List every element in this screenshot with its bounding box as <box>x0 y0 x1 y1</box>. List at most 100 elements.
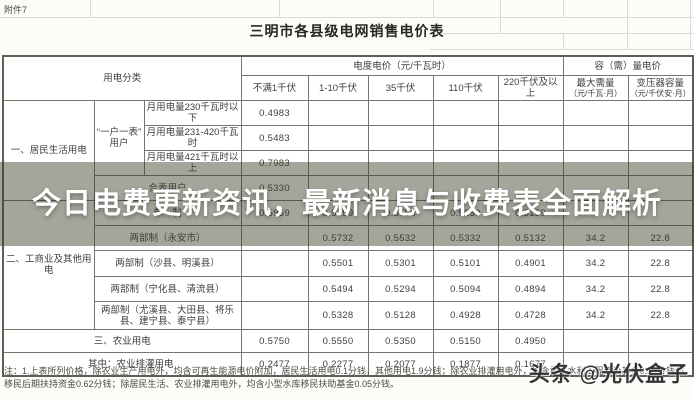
gridline <box>563 33 564 50</box>
price-cell: 0.1877 <box>432 352 499 377</box>
footnote: 注：1.上表所列价格，除农业生产用电外，均含可再生能源电价附加，居民生活用电0.… <box>4 365 690 390</box>
price-cell: 0.2477 <box>240 352 309 377</box>
price-cell <box>562 125 629 151</box>
price-cell <box>367 125 434 151</box>
group-label-line1: “一户一表” <box>96 127 142 138</box>
price-cell: 0.5494 <box>307 276 369 302</box>
price-cell <box>240 301 309 330</box>
footnote-line1: 注：1.上表所列价格，除农业生产用电外，均含可再生能源电价附加，居民生活用电0.… <box>4 366 685 376</box>
price-cell: 22.8 <box>627 250 694 277</box>
gridline <box>430 33 694 34</box>
gridline <box>90 0 91 17</box>
col-header-110kv: 110千伏 <box>432 75 499 101</box>
price-cell: 0.5101 <box>432 250 499 277</box>
price-cell <box>627 125 694 151</box>
price-cell: 0.5150 <box>432 329 499 353</box>
price-cell: 0.5159 <box>497 200 564 226</box>
price-cell: 34.2 <box>562 250 629 277</box>
gridline <box>627 0 628 50</box>
price-cell: 0.5301 <box>367 250 434 277</box>
price-cell: 0.4983 <box>240 100 309 126</box>
price-cell: 0.5559 <box>367 200 434 226</box>
price-cell: 22.8 <box>627 276 694 302</box>
price-cell <box>367 150 434 176</box>
price-cell: 0.5328 <box>307 301 369 330</box>
price-cell <box>432 125 499 151</box>
price-cell: 0.5550 <box>307 329 369 353</box>
gridline <box>0 17 694 18</box>
price-cell: 22.8 <box>627 301 694 330</box>
price-cell: 34.2 <box>562 301 629 330</box>
price-cell: 0.5750 <box>240 329 309 353</box>
watermark-text: 头条 @光伏盒子 <box>528 363 689 386</box>
price-cell <box>562 100 629 126</box>
row-label-two-part-ninghua: 两部制（宁化县、清流县） <box>93 276 242 302</box>
price-cell <box>497 100 564 126</box>
row-label-tier1: 月用电量230千瓦时以下 <box>143 100 242 126</box>
transformer-unit: （元/千伏安·月） <box>629 89 691 98</box>
col-header-transformer-capacity: 变压器容量 （元/千伏安·月） <box>627 75 694 101</box>
price-cell: 0.1677 <box>497 352 564 377</box>
price-cell: 0.5094 <box>432 276 499 302</box>
price-cell <box>562 200 629 226</box>
price-cell <box>627 150 694 176</box>
price-cell: 0.5532 <box>367 225 434 251</box>
max-demand-unit: （元/千瓦·月） <box>569 89 622 98</box>
row-label-agri-irrigation: 其中：农业排灌用电 <box>2 352 242 377</box>
transformer-label: 变压器容量 <box>636 78 685 89</box>
price-cell: 0.5350 <box>367 329 434 353</box>
gridline <box>500 0 501 34</box>
price-cell: 0.4728 <box>497 301 564 330</box>
row-label-two-part-youxi: 两部制（尤溪县、大田县、将乐县、建宁县、泰宁县） <box>93 301 242 330</box>
price-cell: 0.5294 <box>367 276 434 302</box>
price-cell <box>432 150 499 176</box>
price-cell <box>307 125 369 151</box>
col-header-1-10kv: 1-10千伏 <box>307 75 369 101</box>
price-cell: 0.4928 <box>432 301 499 330</box>
section-label-residential: 一、居民生活用电 <box>2 100 95 201</box>
row-label-single-system: 单一制 <box>93 200 242 226</box>
row-label-two-part-yongan: 两部制（永安市） <box>93 225 242 251</box>
price-cell <box>627 329 694 353</box>
col-header-energy-price-group: 电度电价（元/千瓦时） <box>240 55 564 76</box>
price-cell <box>240 276 309 302</box>
row-label-two-part-shaxian: 两部制（沙县、明溪县） <box>93 250 242 277</box>
price-table: 用电分类 电度电价（元/千瓦时） 容（需）量电价 不满1千伏 1-10千伏 35… <box>2 55 694 377</box>
group-label-line2: 用户 <box>109 138 129 149</box>
price-cell <box>497 125 564 151</box>
banner-headline: 今日电费更新资讯，最新消息与收费表全面解析 <box>31 187 662 220</box>
col-header-220kv-above: 220千伏及以上 <box>497 75 564 101</box>
price-cell: 0.5128 <box>367 301 434 330</box>
overlay-banner: 今日电费更新资讯，最新消息与收费表全面解析 <box>0 162 694 246</box>
row-label-tier2: 月用电量231-420千瓦时 <box>143 125 242 151</box>
col-header-under-1kv: 不满1千伏 <box>240 75 309 101</box>
price-cell <box>240 250 309 277</box>
price-cell <box>627 352 694 377</box>
page-title: 三明市各县级电网销售电价表 <box>249 23 445 39</box>
price-cell: 0.4950 <box>497 329 564 353</box>
col-header-usage-class: 用电分类 <box>2 55 242 101</box>
col-header-35kv: 35千伏 <box>367 75 434 101</box>
price-cell <box>432 100 499 126</box>
price-cell: 0.4901 <box>497 250 564 277</box>
footnote-line2: 移民后期扶持资金0.62分钱；除居民生活、农业排灌用电外，均含小型水库移民扶助基… <box>4 378 400 389</box>
price-cell <box>307 100 369 126</box>
price-cell: 0.4894 <box>497 276 564 302</box>
section-label-industry: 二、工商业及其他用电 <box>2 200 95 330</box>
price-cell: 0.2277 <box>307 352 369 377</box>
attachment-label: 附件7 <box>4 5 28 15</box>
price-cell: 0.5483 <box>240 125 309 151</box>
price-cell <box>627 200 694 226</box>
price-cell: 0.5732 <box>307 225 369 251</box>
price-cell: 34.2 <box>562 276 629 302</box>
col-header-capacity-price-group: 容（需）量电价 <box>562 55 694 76</box>
gridline <box>690 0 691 50</box>
gridline <box>433 0 434 17</box>
price-cell: 0.5332 <box>432 225 499 251</box>
price-cell <box>562 352 629 377</box>
price-cell <box>367 100 434 126</box>
gridline <box>279 0 280 17</box>
gridline <box>563 0 564 17</box>
price-cell <box>627 100 694 126</box>
